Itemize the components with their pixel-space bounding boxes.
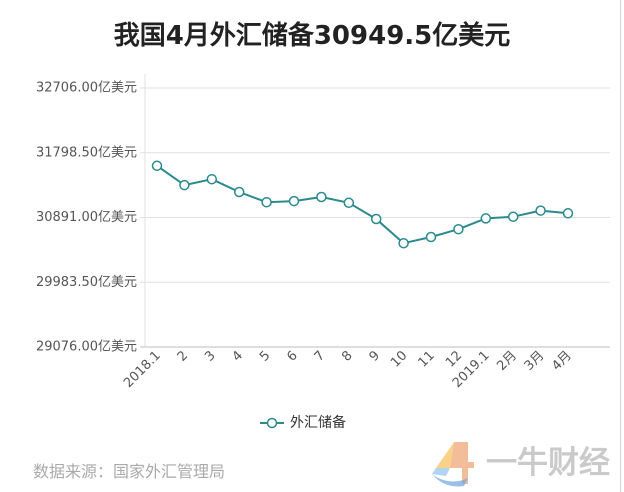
data-point bbox=[206, 173, 218, 185]
data-point bbox=[343, 197, 355, 209]
x-tick-label: 11 bbox=[416, 348, 438, 370]
y-tick-label: 30891.00亿美元 bbox=[36, 210, 137, 225]
y-tick-label: 29983.50亿美元 bbox=[36, 275, 137, 290]
x-tick-label: 2月 bbox=[494, 348, 520, 374]
line-chart: 32706.00亿美元 31798.50亿美元 30891.00亿美元 29983.5… bbox=[36, 74, 610, 391]
data-point bbox=[261, 196, 272, 208]
yiniu-logo-icon bbox=[432, 442, 474, 487]
watermark-text: 一牛财经 bbox=[486, 445, 610, 481]
data-source-note: 数据来源：国家外汇管理局 bbox=[33, 462, 226, 481]
x-tick-label: 7 bbox=[312, 348, 328, 364]
data-point bbox=[507, 211, 519, 222]
x-tick-label: 3 bbox=[202, 348, 218, 364]
data-point bbox=[535, 205, 546, 216]
frame-border bbox=[620, 0, 621, 492]
data-point bbox=[179, 179, 190, 191]
legend-line-marker-icon bbox=[260, 417, 284, 429]
x-tick-label: 9 bbox=[367, 348, 383, 364]
data-point bbox=[233, 186, 245, 198]
data-point bbox=[370, 213, 382, 225]
data-point bbox=[288, 195, 300, 207]
x-tick-label: 3月 bbox=[522, 348, 548, 374]
x-tick-label: 2018.1 bbox=[121, 348, 164, 391]
data-point bbox=[562, 208, 574, 219]
data-point bbox=[398, 237, 409, 249]
chart-title: 我国4月外汇储备30949.5亿美元 bbox=[113, 21, 511, 51]
data-point bbox=[453, 223, 464, 235]
x-tick-label: 10 bbox=[388, 348, 410, 370]
data-point bbox=[425, 231, 437, 243]
x-tick-label: 8 bbox=[339, 348, 355, 364]
data-point bbox=[151, 160, 163, 172]
x-tick-label: 5 bbox=[257, 348, 273, 364]
legend[interactable]: 外汇储备 bbox=[258, 412, 346, 434]
data-point bbox=[316, 191, 327, 203]
x-tick-label: 4月 bbox=[549, 348, 575, 374]
y-tick-label: 29076.00亿美元 bbox=[36, 340, 137, 355]
y-tick-label: 32706.00亿美元 bbox=[36, 81, 137, 96]
legend-label: 外汇储备 bbox=[290, 415, 346, 431]
y-tick-label: 31798.50亿美元 bbox=[36, 145, 137, 160]
series-line bbox=[156, 164, 569, 245]
data-point bbox=[480, 213, 492, 224]
x-tick-label: 4 bbox=[230, 348, 246, 364]
x-tick-label: 6 bbox=[284, 348, 300, 364]
watermark: 一牛财经 bbox=[428, 436, 616, 490]
x-tick-label: 2 bbox=[175, 348, 191, 364]
